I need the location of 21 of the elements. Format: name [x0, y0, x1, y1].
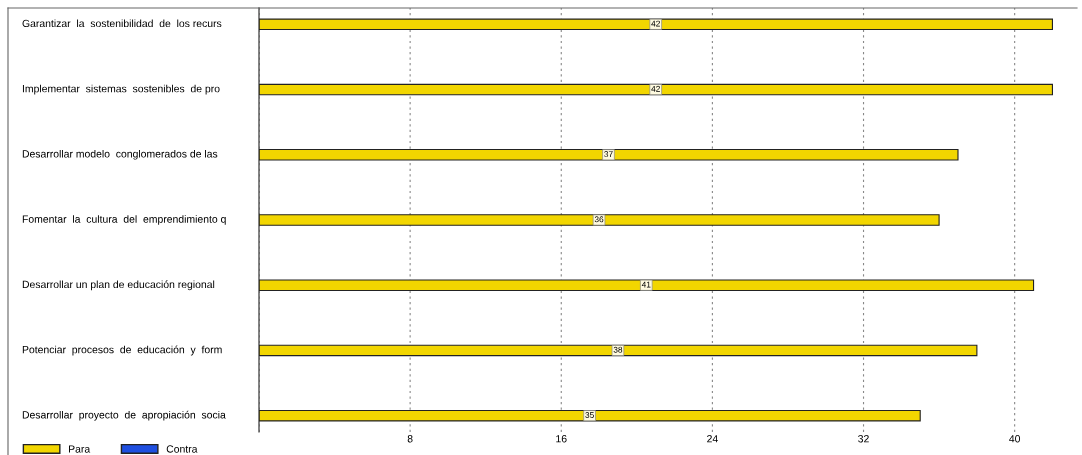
- x-tick-label: 32: [858, 435, 869, 443]
- y-tick-label: Fomentar la cultura del emprendimiento q: [22, 215, 226, 225]
- data-label: 35: [585, 412, 594, 418]
- y-tick-label: Desarrollar modelo conglomerados de las: [22, 149, 218, 160]
- data-label: 37: [604, 151, 613, 158]
- data-label: 38: [613, 346, 623, 353]
- y-tick-label: Garantizar la sostenibilidad de los recurs: [22, 19, 222, 28]
- data-label: 41: [641, 281, 651, 288]
- legend-label: Contra: [166, 445, 198, 453]
- data-label: 36: [594, 216, 604, 223]
- y-tick-label: Desarrollar proyecto de apropiación socia: [22, 410, 226, 421]
- y-tick-label: Desarrollar un plan de educación regional: [22, 280, 215, 291]
- x-tick-label: 40: [1009, 435, 1021, 443]
- x-tick-label: 24: [707, 435, 718, 443]
- y-tick-label: Implementar sistemas sostenibles de pro: [22, 84, 220, 95]
- y-tick-label: Potenciar procesos de educación y form: [22, 345, 222, 356]
- legend-label: Para: [69, 445, 91, 453]
- data-label: 42: [651, 20, 660, 27]
- x-tick-label: 16: [556, 435, 567, 443]
- data-label: 42: [651, 85, 660, 92]
- x-tick-label: 8: [407, 435, 413, 443]
